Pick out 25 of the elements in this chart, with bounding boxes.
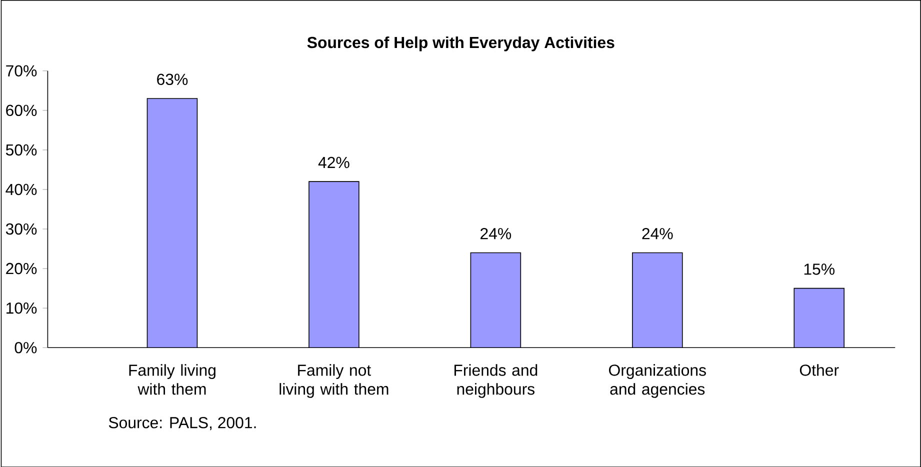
data-label: 63% — [157, 74, 188, 85]
data-label: 24% — [480, 228, 512, 240]
bar — [794, 288, 845, 348]
bar — [147, 98, 198, 348]
x-tick-label: Family not living with them — [280, 364, 388, 398]
y-tick-label: 60% — [6, 104, 37, 116]
data-label: 15% — [804, 263, 834, 275]
x-tick-label: Organizations and agencies — [609, 364, 706, 398]
y-tick-label: 40% — [6, 184, 37, 195]
y-tick-label: 30% — [6, 223, 37, 234]
chart-title: Sources of Help with Everyday Activities — [307, 36, 614, 52]
x-tick-label: Other — [800, 364, 839, 376]
y-tick-label: 20% — [6, 262, 37, 274]
y-tick-label: 70% — [6, 64, 37, 76]
y-tick-label: 50% — [6, 144, 37, 156]
x-tick-label: Family living with them — [129, 364, 216, 395]
source-note: Source: PALS, 2001. — [108, 416, 256, 430]
x-tick-label: Friends and neighbours — [454, 364, 538, 398]
bar — [632, 252, 682, 348]
data-label: 24% — [642, 228, 673, 240]
bar — [308, 181, 359, 348]
y-tick-label: 0% — [14, 342, 37, 354]
data-label: 42% — [318, 156, 350, 168]
bar — [470, 252, 521, 348]
y-tick-label: 10% — [6, 302, 37, 314]
